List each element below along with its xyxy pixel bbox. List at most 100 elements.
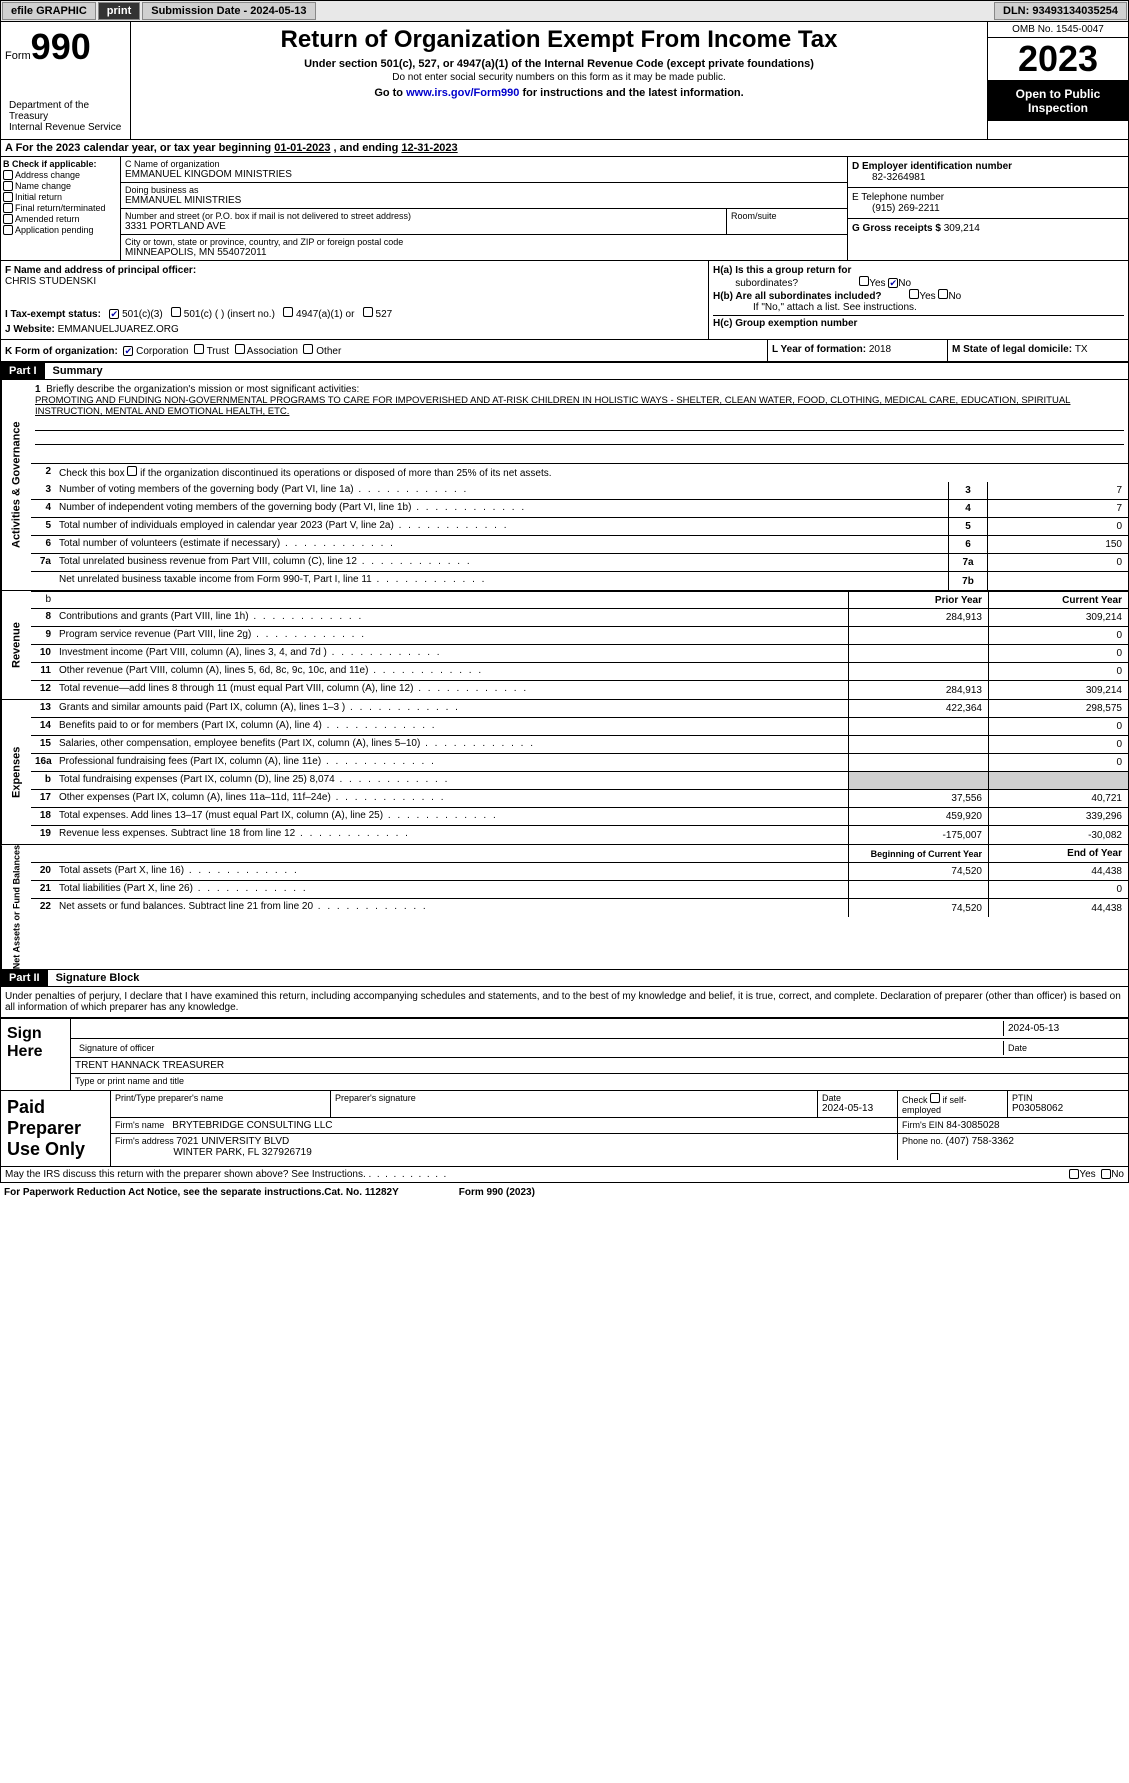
chk-b-4[interactable] [3, 214, 13, 224]
chk-assoc[interactable] [235, 344, 245, 354]
chk-other[interactable] [303, 344, 313, 354]
line-curr: 40,721 [988, 790, 1128, 807]
discuss-no[interactable] [1101, 1169, 1111, 1179]
chk-501c3[interactable] [109, 309, 119, 319]
lbl-assoc: Association [247, 346, 298, 357]
line-desc: Number of independent voting members of … [55, 500, 948, 517]
line-desc: Total expenses. Add lines 13–17 (must eq… [55, 808, 848, 825]
submission-date: Submission Date - 2024-05-13 [142, 2, 315, 20]
line-desc: Benefits paid to or for members (Part IX… [55, 718, 848, 735]
line-num: 6 [31, 536, 55, 553]
line-curr: 0 [988, 718, 1128, 735]
line-num: 20 [31, 863, 55, 880]
chk-line2[interactable] [127, 466, 137, 476]
chk-527[interactable] [363, 307, 373, 317]
org-name: EMMANUEL KINGDOM MINISTRIES [125, 169, 843, 180]
part2-label: Part II [1, 970, 48, 986]
line-num: 4 [31, 500, 55, 517]
line-num: b [31, 772, 55, 789]
line-val: 7 [988, 500, 1128, 517]
chk-b-item: Amended return [3, 214, 118, 224]
form-label: Form [5, 50, 31, 62]
line-key: 7b [948, 572, 988, 590]
dba-label: Doing business as [125, 185, 843, 195]
period-prefix: A For the 2023 calendar year, or tax yea… [5, 142, 274, 154]
section-b: B Check if applicable: Address changeNam… [1, 157, 121, 260]
preparer-side-label: Paid Preparer Use Only [1, 1091, 111, 1166]
ptin-value: P03058062 [1012, 1103, 1124, 1114]
chk-self-employed[interactable] [930, 1093, 940, 1103]
lbl-501c: 501(c) ( ) (insert no.) [184, 309, 275, 320]
line-desc: Contributions and grants (Part VIII, lin… [55, 609, 848, 626]
line-desc: Other revenue (Part VIII, column (A), li… [55, 663, 848, 680]
discuss-text: May the IRS discuss this return with the… [5, 1169, 366, 1180]
chk-b-label: Final return/terminated [15, 203, 106, 213]
discuss-yes[interactable] [1069, 1169, 1079, 1179]
goto-suffix: for instructions and the latest informat… [519, 87, 743, 99]
hdr-end: End of Year [988, 845, 1128, 862]
city-value: MINNEAPOLIS, MN 554072011 [125, 247, 843, 258]
line-key: 3 [948, 482, 988, 499]
ha-row: H(a) Is this a group return for subordin… [713, 265, 1124, 289]
chk-b-3[interactable] [3, 203, 13, 213]
chk-trust[interactable] [194, 344, 204, 354]
line-val: 0 [988, 554, 1128, 571]
line-desc: Total unrelated business revenue from Pa… [55, 554, 948, 571]
line-prior: 74,520 [848, 863, 988, 880]
line-desc: Total liabilities (Part X, line 26) [55, 881, 848, 898]
line-prior: 74,520 [848, 899, 988, 917]
efile-label: efile GRAPHIC [2, 2, 96, 20]
line-prior: 459,920 [848, 808, 988, 825]
chk-b-0[interactable] [3, 170, 13, 180]
hb-no[interactable] [938, 289, 948, 299]
line2-prefix: Check this box [59, 468, 127, 479]
line-curr: 0 [988, 754, 1128, 771]
line-prior: 37,556 [848, 790, 988, 807]
line-prior: 284,913 [848, 681, 988, 699]
line-desc: Total fundraising expenses (Part IX, col… [55, 772, 848, 789]
ha-no[interactable] [888, 278, 898, 288]
form-number: 990 [31, 26, 91, 67]
klm-row: K Form of organization: Corporation Trus… [0, 340, 1129, 362]
line-key: 7a [948, 554, 988, 571]
tax-exempt-label: I Tax-exempt status: [5, 309, 101, 320]
chk-4947[interactable] [283, 307, 293, 317]
ha-sub: subordinates? [735, 278, 798, 289]
irs-link[interactable]: www.irs.gov/Form990 [406, 87, 519, 99]
period-end: 12-31-2023 [401, 142, 457, 154]
line-prior [848, 663, 988, 680]
line-num: 14 [31, 718, 55, 735]
line-desc: Investment income (Part VIII, column (A)… [55, 645, 848, 662]
chk-b-5[interactable] [3, 225, 13, 235]
goto-line: Go to www.irs.gov/Form990 for instructio… [135, 87, 983, 99]
line2-suffix: if the organization discontinued its ope… [140, 468, 551, 479]
chk-b-2[interactable] [3, 192, 13, 202]
print-button[interactable]: print [98, 2, 140, 20]
hb-yes[interactable] [909, 289, 919, 299]
line-desc: Total number of individuals employed in … [55, 518, 948, 535]
form-title: Return of Organization Exempt From Incom… [135, 26, 983, 54]
hdr-prior: Prior Year [848, 592, 988, 608]
line-curr: 309,214 [988, 681, 1128, 699]
line-num: 5 [31, 518, 55, 535]
line-curr: 44,438 [988, 863, 1128, 880]
line-val [988, 572, 1128, 590]
dom-value: TX [1075, 344, 1088, 355]
dom-label: M State of legal domicile: [952, 344, 1075, 355]
line-num: 17 [31, 790, 55, 807]
line-num: 3 [31, 482, 55, 499]
chk-501c[interactable] [171, 307, 181, 317]
line-num: 22 [31, 899, 55, 917]
room-label: Room/suite [731, 211, 843, 221]
line-prior: 284,913 [848, 609, 988, 626]
chk-b-1[interactable] [3, 181, 13, 191]
gross-label: G Gross receipts $ [852, 223, 941, 234]
line-prior: 422,364 [848, 700, 988, 717]
ptin-label: PTIN [1012, 1093, 1124, 1103]
street-value: 3331 PORTLAND AVE [125, 221, 722, 232]
ha-yes[interactable] [859, 276, 869, 286]
chk-corp[interactable] [123, 346, 133, 356]
hdr-current: Current Year [988, 592, 1128, 608]
org-name-label: C Name of organization [125, 159, 843, 169]
website-value: EMMANUELJUAREZ.ORG [58, 324, 179, 335]
